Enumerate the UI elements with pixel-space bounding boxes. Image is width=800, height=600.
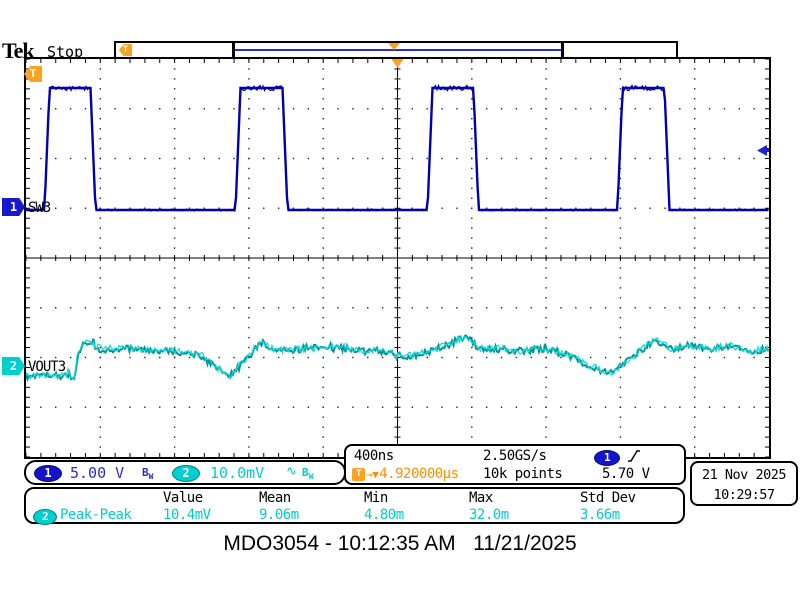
record-length: 10k points	[483, 466, 563, 482]
trigger-t-icon: T	[352, 467, 365, 481]
timebase-value[interactable]: 400ns	[354, 448, 394, 464]
meas-header-min: Min	[364, 490, 388, 506]
channel-1-scale[interactable]: 5.00 V	[70, 464, 125, 482]
time-text: 10:29:57	[713, 487, 775, 503]
channel-1-label: SW3	[28, 200, 51, 216]
channel-readout-bar[interactable]: 1 5.00 V BW 2 10.0mV ∿ BW	[24, 460, 346, 485]
channel-2-marker[interactable]: 2	[2, 357, 25, 375]
acquisition-readout-box[interactable]: 400ns 2.50GS/s 1 T →▼ 4.920000µs 10k poi…	[344, 444, 686, 485]
channel-1-marker[interactable]: 1	[2, 198, 25, 216]
zoom-bracket-right[interactable]	[561, 43, 564, 57]
meas-header-value: Value	[163, 490, 203, 506]
meas-name[interactable]: Peak-Peak	[60, 507, 132, 523]
datetime-box: 21 Nov 2025 10:29:57	[690, 461, 798, 506]
overview-trigger-position-icon	[388, 43, 400, 50]
ac-coupling-icon: ∿	[286, 464, 297, 479]
meas-min: 4.80m	[364, 507, 404, 523]
meas-mean: 9.06m	[259, 507, 299, 523]
graticule	[24, 57, 771, 459]
bandwidth-limit-icon: BW	[142, 466, 154, 482]
channel-1-badge[interactable]: 1	[34, 465, 62, 482]
screenshot-caption: MDO3054 - 10:12:35 AM 11/21/2025	[223, 532, 577, 555]
measurement-table[interactable]: Value Mean Min Max Std Dev 2 Peak-Peak 1…	[24, 487, 685, 525]
meas-stddev: 3.66m	[580, 507, 620, 523]
acquisition-status: Stop	[47, 43, 84, 61]
overview-trace-line	[235, 49, 561, 51]
meas-value: 10.4mV	[163, 507, 211, 523]
bandwidth-limit-icon: BW	[302, 466, 314, 482]
channel-2-badge[interactable]: 2	[172, 465, 200, 482]
trigger-position-flag-icon[interactable]: T	[24, 66, 42, 82]
meas-header-stddev: Std Dev	[580, 490, 636, 506]
trigger-delay-readout[interactable]: T →▼ 4.920000µs	[352, 466, 459, 482]
zoom-bracket-left[interactable]	[232, 43, 235, 57]
rising-slope-icon	[626, 448, 642, 468]
meas-max: 32.0m	[469, 507, 509, 523]
waveform-display	[26, 59, 769, 457]
trigger-level-value[interactable]: 5.70 V	[602, 466, 650, 482]
date-text: 21 Nov 2025	[702, 467, 786, 483]
sample-rate: 2.50GS/s	[483, 448, 547, 464]
meas-header-max: Max	[469, 490, 493, 506]
trigger-flag-icon: T	[119, 44, 132, 56]
trigger-delay-arrow-icon: →▼	[366, 467, 379, 481]
trigger-delay-value: 4.920000µs	[379, 466, 459, 482]
channel-2-scale[interactable]: 10.0mV	[210, 464, 265, 482]
trigger-source-badge[interactable]: 1	[594, 450, 620, 466]
meas-channel-badge: 2	[33, 509, 57, 525]
channel-2-label: VOUT3	[28, 359, 66, 375]
meas-header-mean: Mean	[259, 490, 291, 506]
